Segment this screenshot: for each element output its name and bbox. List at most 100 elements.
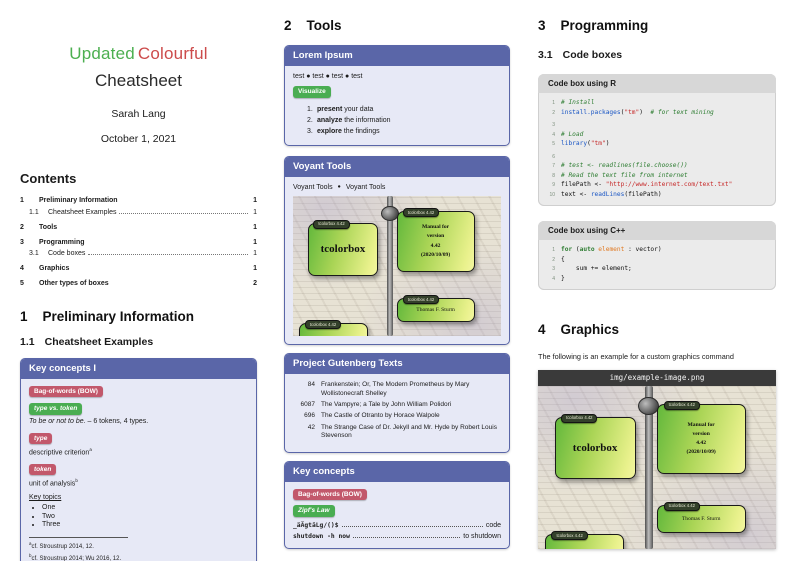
table-row: 6087 The Vampyre; a Tale by John William…	[293, 401, 501, 410]
book-id: 696	[304, 412, 315, 420]
list-item: Two	[42, 513, 248, 520]
toc-entry-3[interactable]: 3 Programming 1	[20, 237, 257, 249]
box-title: Key concepts	[285, 461, 509, 482]
line-number: 9	[552, 182, 555, 188]
line-number: 10	[549, 191, 555, 198]
subsection-1-1-heading: 1.1 Cheatsheet Examples	[20, 336, 257, 348]
doc-title: Updated Colourful	[20, 44, 257, 64]
toc-page: 2	[253, 280, 257, 288]
manual-line: 4.42	[430, 242, 441, 249]
manual-box: tcolorbox 4.42 Manual for version 4.42 (…	[396, 208, 475, 272]
token-description: unit of analysisb	[29, 478, 248, 489]
footnote-marker-b: b	[75, 477, 78, 483]
code-line: 10 text <- readLines(filePath)	[546, 190, 768, 200]
footnote-a: acf. Stroustrup 2014, 12.	[29, 541, 248, 552]
example-image-figure: img/example-image.png tcolorbox 4.42 tco…	[538, 370, 776, 549]
toc-page: 1	[253, 250, 257, 258]
toc-number: 5	[20, 280, 24, 288]
line-number: 4	[552, 275, 555, 282]
line-number: 8	[552, 172, 555, 179]
toc-number: 1.1	[29, 208, 39, 216]
code-line: 1 for (auto element : vector)	[546, 245, 768, 255]
toc-entry-1-1[interactable]: 1.1 Cheatsheet Examples 1	[20, 207, 257, 219]
step-1: 1. present your data	[307, 104, 501, 115]
step-keyword: explore	[317, 127, 342, 135]
footnote-b: bcf. Stroustrup 2014; Wu 2016, 12.	[29, 553, 248, 561]
author-box: tcolorbox 4.42 Thomas F. Sturm	[656, 501, 746, 533]
code-definition-line: _äÄgtäLg/()$ code	[293, 522, 501, 529]
step-2: 2. analyze the information	[307, 115, 501, 126]
corner-box: tcolorbox 4.42	[545, 531, 624, 549]
dotted-leader	[341, 525, 483, 527]
box-title: Key concepts I	[21, 358, 256, 379]
manual-line: version	[426, 233, 445, 240]
section-number: 3	[538, 18, 546, 33]
book-id: 42	[307, 423, 315, 431]
tcolorbox-logo-box: tcolorbox 4.42 tcolorbox	[554, 413, 636, 479]
visualize-badge: Visualize	[293, 86, 331, 98]
section-4-heading: 4 Graphics	[538, 322, 776, 337]
toc-entry-2[interactable]: 2 Tools 1	[20, 222, 257, 234]
list-item: One	[42, 504, 248, 511]
r-code: 1 # Install 2 install.packages("tm") # for …	[538, 93, 776, 206]
step-number: 3.	[307, 127, 313, 135]
toc-entry-1[interactable]: 1 Preliminary Information 1	[20, 195, 257, 207]
subsection-title: Code boxes	[562, 49, 623, 61]
toc-entry-4[interactable]: 4 Graphics 1	[20, 263, 257, 275]
section-2-heading: 2 Tools	[284, 18, 510, 33]
toc-page: 1	[253, 208, 257, 216]
step-keyword: analyze	[317, 116, 343, 124]
concept-type: type descriptive criteriona	[29, 432, 248, 458]
toc-entry-5[interactable]: 5 Other types of boxes 2	[20, 278, 257, 290]
version-badge: tcolorbox 4.42	[313, 219, 350, 229]
section-number: 1	[20, 308, 28, 324]
code-line: 8 # Read the text file from internet	[546, 171, 768, 181]
step-3: 3. explore the findings	[307, 126, 501, 137]
code-line: 3	[546, 117, 768, 130]
dotted-leader	[352, 536, 461, 538]
example-counts: – 6 tokens, 4 types.	[85, 418, 149, 426]
right-column: 3 Programming 3.1 Code boxes Code box us…	[538, 0, 776, 549]
toc-label: Tools	[39, 223, 58, 231]
box-body: test ● test ● test ● test Visualize 1. pr…	[285, 66, 509, 145]
step-number: 2.	[307, 116, 313, 124]
contents-heading: Contents	[20, 171, 77, 186]
version-badge: tcolorbox 4.42	[663, 400, 700, 410]
step-keyword: present	[317, 105, 343, 113]
box-body: 84 Frankenstein; Or, The Modern Promethe…	[285, 374, 509, 452]
manual-text: Manual for version 4.42 (2020/10/09)	[421, 223, 450, 260]
footnote-text: cf. Stroustrup 2014; Wu 2016, 12.	[31, 555, 122, 561]
version-badge: tcolorbox 4.42	[402, 295, 440, 305]
type-badge: type	[29, 432, 53, 445]
bow-badge: Bag-of-words (BOW)	[29, 385, 103, 398]
tcolorbox-logo-box: tcolorbox 4.42 tcolorbox	[307, 219, 379, 276]
cpp-code-box: Code box using C++ 1 for (auto element : …	[538, 221, 776, 290]
voyant-tools-link[interactable]: Voyant Tools	[345, 184, 386, 192]
code-line: 7 # test <- readlines(file.choose())	[546, 161, 768, 171]
code-line: 2{	[546, 255, 768, 265]
token-desc-text: unit of analysis	[29, 479, 76, 487]
code-sample: _äÄgtäLg/()$	[293, 521, 339, 529]
section-title: Tools	[306, 18, 342, 33]
toc-entry-3-1[interactable]: 3.1 Code boxes 1	[20, 248, 257, 260]
subsection-number: 3.1	[538, 49, 553, 61]
code-line: 2 install.packages("tm") # for text minin…	[546, 108, 768, 118]
footnote-marker: b	[29, 552, 32, 558]
section-title: Preliminary Information	[42, 308, 195, 324]
line-number: 3	[552, 266, 555, 272]
toc-number: 3.1	[29, 250, 39, 258]
toc-label: Programming	[39, 238, 85, 246]
tcolorbox-example-image: tcolorbox 4.42 tcolorbox tcolorbox 4.42 …	[293, 196, 501, 337]
shutdown-definition-line: shutdown -h now to shutdown	[293, 533, 501, 540]
book-id: 84	[307, 381, 315, 389]
line-number: 1	[552, 247, 555, 253]
book-title: The Vampyre; a Tale by John William Poli…	[321, 401, 452, 409]
voyant-tools-link[interactable]: Voyant Tools	[293, 184, 333, 192]
type-desc-text: descriptive criterion	[29, 449, 90, 457]
tcolorbox-example-image: tcolorbox 4.42 tcolorbox tcolorbox 4.42 …	[538, 386, 776, 549]
section-number: 2	[284, 18, 292, 33]
toc-page: 1	[253, 265, 257, 273]
code-line: 9 filePath <- "http://www.internet.com/te…	[546, 180, 768, 190]
title-word-updated: Updated	[69, 44, 135, 63]
toc-number: 3	[20, 238, 24, 246]
